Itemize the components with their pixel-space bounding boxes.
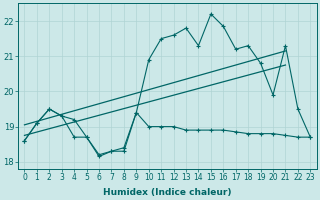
X-axis label: Humidex (Indice chaleur): Humidex (Indice chaleur) xyxy=(103,188,232,197)
